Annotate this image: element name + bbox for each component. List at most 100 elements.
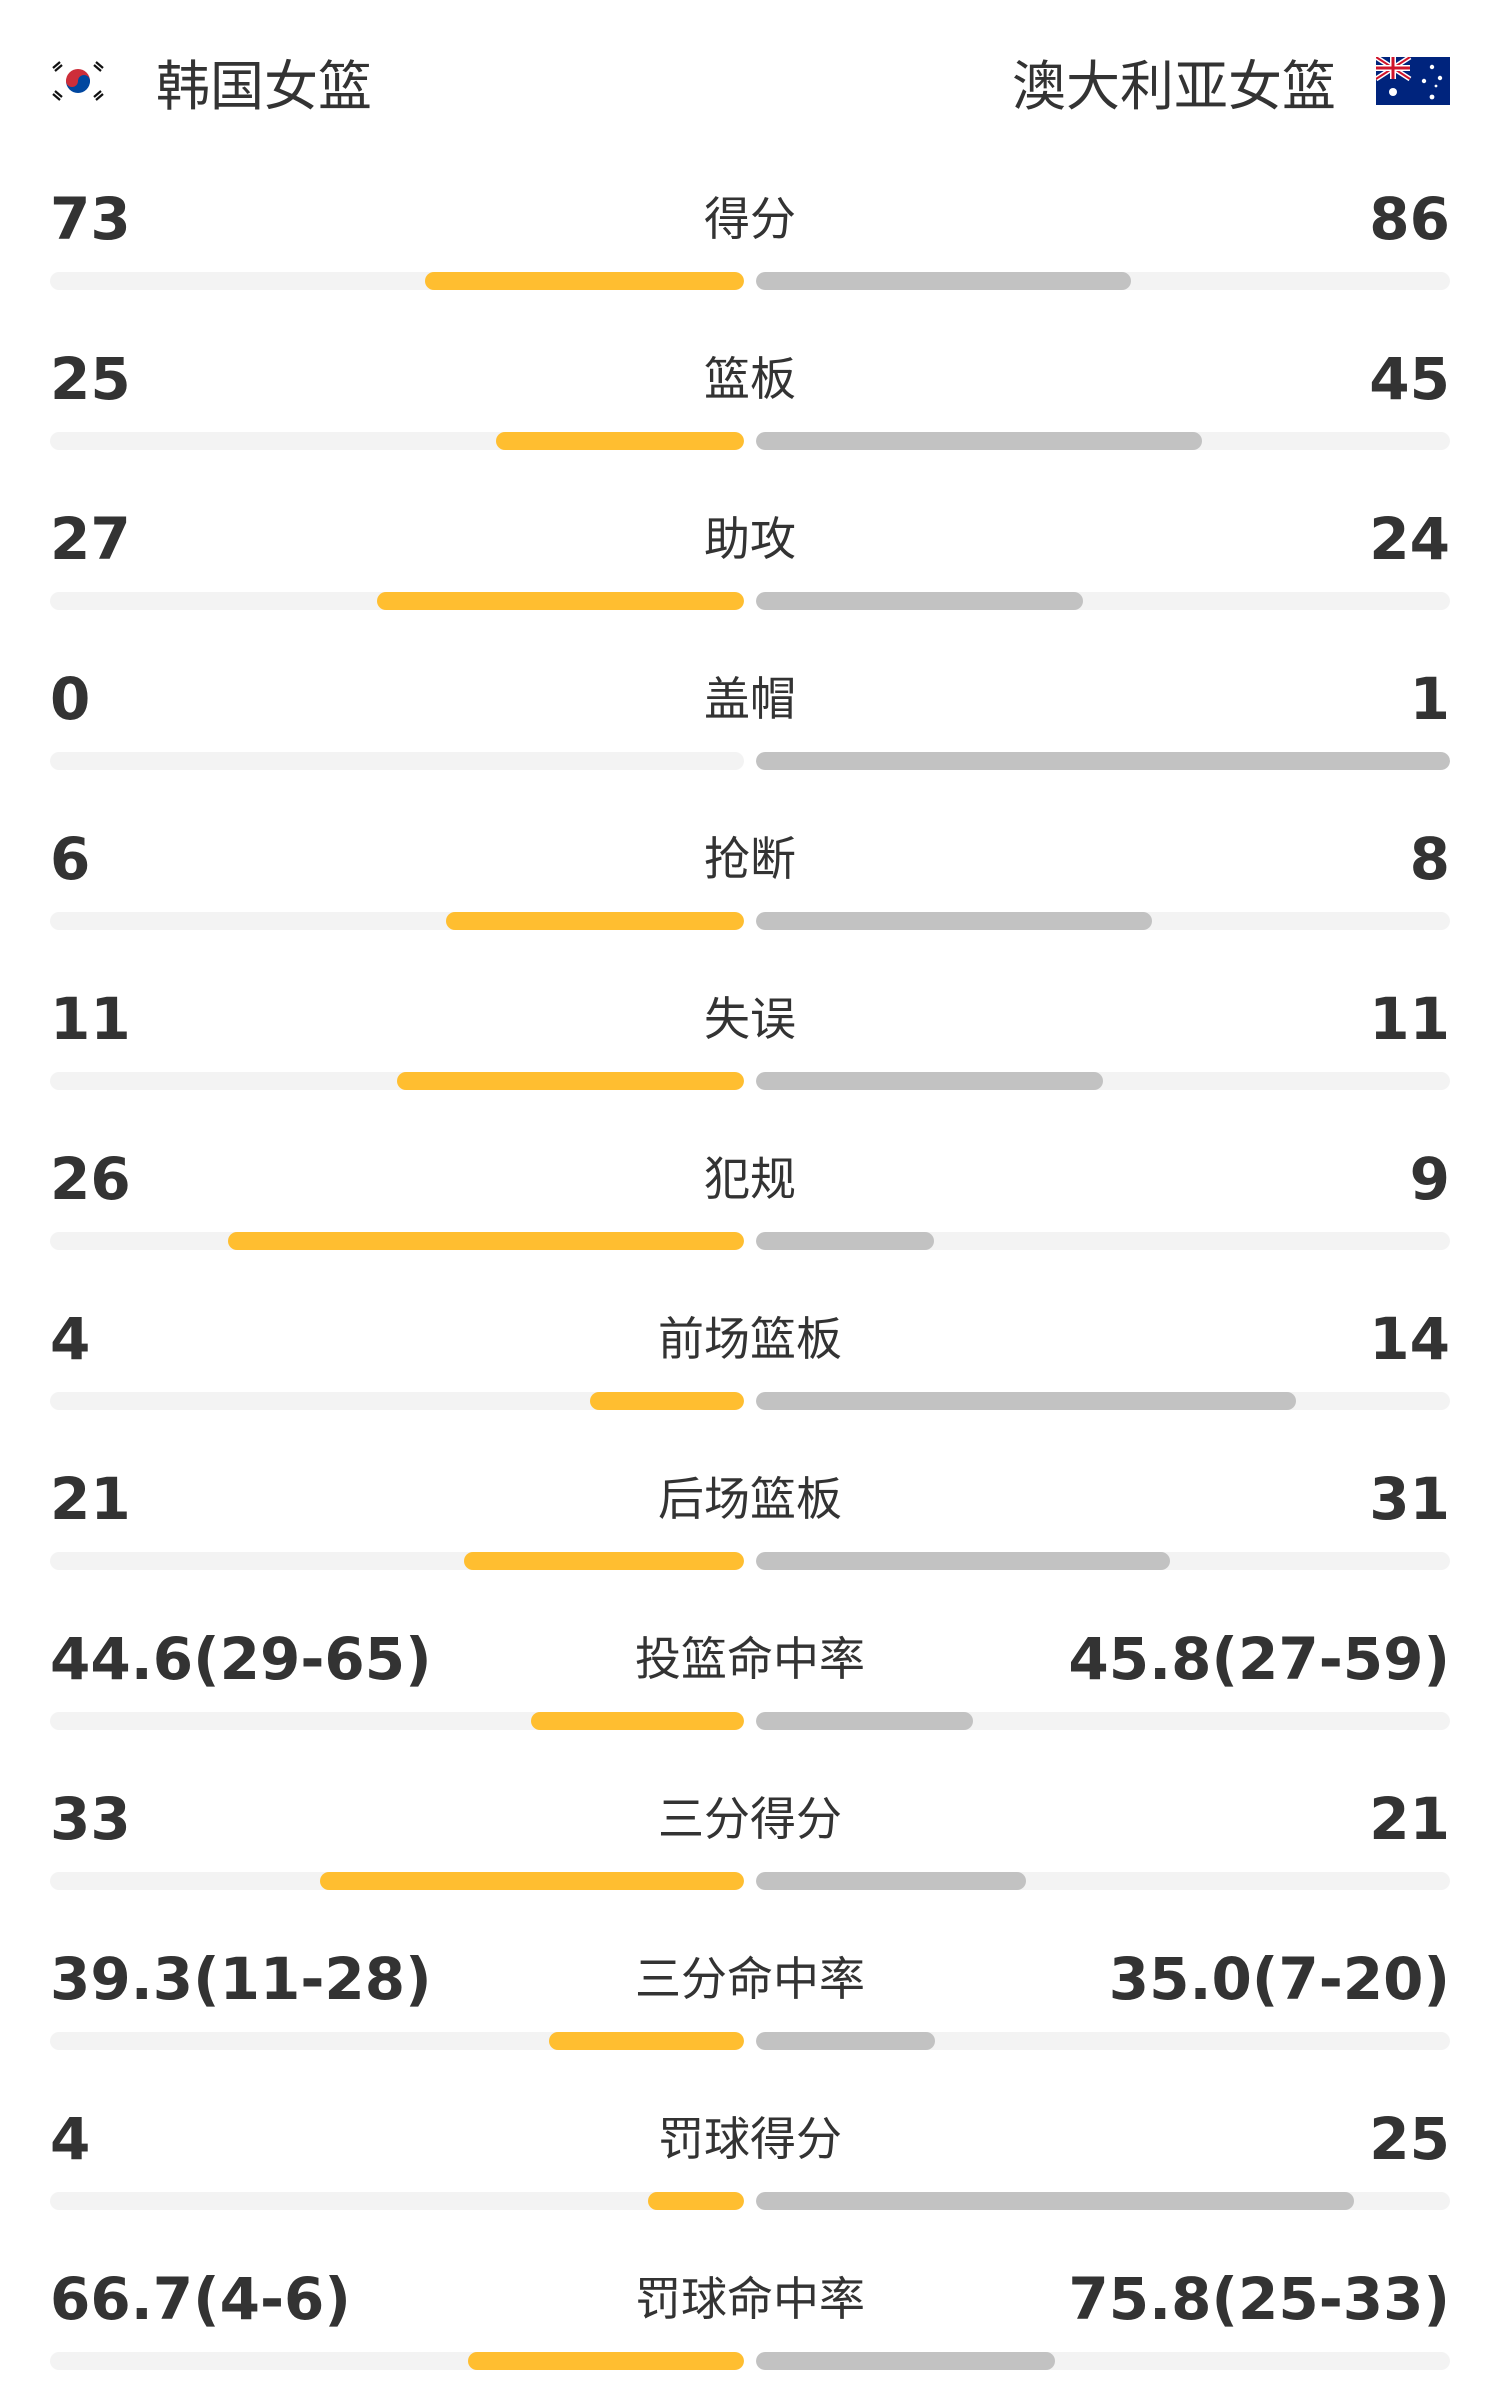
stat-row: 26 犯规 9: [0, 1110, 1500, 1270]
away-stat-value: 24: [1369, 505, 1450, 573]
stat-label: 罚球命中率: [635, 2272, 865, 2326]
home-stat-bar: [446, 912, 744, 930]
stat-row: 6 抢断 8: [0, 790, 1500, 950]
away-stat-bar: [756, 1712, 974, 1730]
away-stat-value: 21: [1369, 1785, 1450, 1853]
home-stat-track: [50, 2352, 744, 2370]
home-stat-track: [50, 912, 744, 930]
home-stat-value: 21: [50, 1465, 131, 1533]
stat-row: 33 三分得分 21: [0, 1750, 1500, 1910]
stat-row: 0 盖帽 1: [0, 630, 1500, 790]
home-stat-track: [50, 1392, 744, 1410]
away-stat-value: 9: [1409, 1145, 1450, 1213]
home-team: 韩国女篮: [50, 36, 372, 126]
home-stat-value: 44.6(29-65): [50, 1625, 432, 1693]
home-stat-bar: [376, 592, 744, 610]
away-team-name: 澳大利亚女篮: [1012, 54, 1336, 118]
away-stat-track: [756, 1072, 1450, 1090]
australia-flag-icon: [1376, 57, 1450, 105]
home-stat-value: 4: [50, 2105, 91, 2173]
stat-row: 4 罚球得分 25: [0, 2070, 1500, 2230]
home-stat-track: [50, 752, 744, 770]
away-stat-track: [756, 272, 1450, 290]
home-stat-track: [50, 272, 744, 290]
stat-label: 抢断: [704, 832, 796, 886]
stat-label: 三分得分: [658, 1792, 842, 1846]
away-stat-bar: [756, 1552, 1170, 1570]
stat-label: 失误: [704, 992, 796, 1046]
home-stat-track: [50, 1712, 744, 1730]
stat-label: 得分: [704, 192, 796, 246]
teams-header: 韩国女篮 澳大利亚女篮: [0, 0, 1500, 150]
home-stat-track: [50, 592, 744, 610]
stat-label: 后场篮板: [658, 1472, 842, 1526]
home-stat-bar: [496, 432, 744, 450]
home-stat-bar: [549, 2032, 744, 2050]
away-stat-value: 75.8(25-33): [1068, 2265, 1450, 2333]
stat-label: 盖帽: [704, 672, 796, 726]
away-stat-value: 35.0(7-20): [1108, 1945, 1450, 2013]
stat-row: 66.7(4-6) 罚球命中率 75.8(25-33): [0, 2230, 1500, 2390]
away-stat-value: 45: [1369, 345, 1450, 413]
away-stat-bar: [756, 912, 1153, 930]
home-stat-track: [50, 2192, 744, 2210]
home-stat-track: [50, 2032, 744, 2050]
away-stat-track: [756, 1392, 1450, 1410]
home-stat-track: [50, 432, 744, 450]
stat-label: 助攻: [704, 512, 796, 566]
home-stat-bar: [397, 1072, 744, 1090]
home-stat-value: 66.7(4-6): [50, 2265, 351, 2333]
home-stat-bar: [467, 2352, 744, 2370]
stats-list: 73 得分 86 25 篮板 45 27 助攻 24 0 盖帽 1 6 抢断 8 11 失误 11 26 犯规 9 4 前场…: [0, 150, 1500, 2390]
home-stat-track: [50, 1872, 744, 1890]
home-stat-track: [50, 1552, 744, 1570]
away-stat-track: [756, 752, 1450, 770]
home-stat-track: [50, 1232, 744, 1250]
away-stat-value: 45.8(27-59): [1068, 1625, 1450, 1693]
home-stat-value: 6: [50, 825, 91, 893]
away-stat-track: [756, 2192, 1450, 2210]
away-stat-bar: [756, 1072, 1103, 1090]
away-stat-bar: [756, 2352, 1056, 2370]
away-stat-bar: [756, 752, 1450, 770]
home-stat-bar: [425, 272, 744, 290]
away-stat-bar: [756, 2192, 1355, 2210]
away-stat-track: [756, 912, 1450, 930]
away-stat-value: 86: [1369, 185, 1450, 253]
away-stat-track: [756, 2352, 1450, 2370]
home-stat-bar: [589, 1392, 744, 1410]
away-stat-bar: [756, 592, 1083, 610]
home-stat-value: 26: [50, 1145, 131, 1213]
stat-label: 篮板: [704, 352, 796, 406]
away-stat-value: 25: [1369, 2105, 1450, 2173]
home-stat-bar: [319, 1872, 744, 1890]
stat-row: 73 得分 86: [0, 150, 1500, 310]
away-stat-track: [756, 592, 1450, 610]
stat-row: 11 失误 11: [0, 950, 1500, 1110]
away-team: 澳大利亚女篮: [1012, 36, 1450, 126]
home-stat-value: 0: [50, 665, 91, 733]
home-stat-bar: [530, 1712, 744, 1730]
home-stat-value: 33: [50, 1785, 131, 1853]
stat-label: 三分命中率: [635, 1952, 865, 2006]
home-stat-bar: [463, 1552, 744, 1570]
home-stat-value: 25: [50, 345, 131, 413]
stat-row: 25 篮板 45: [0, 310, 1500, 470]
stat-label: 投篮命中率: [635, 1632, 865, 1686]
stat-row: 39.3(11-28) 三分命中率 35.0(7-20): [0, 1910, 1500, 2070]
stat-label: 罚球得分: [658, 2112, 842, 2166]
away-stat-value: 31: [1369, 1465, 1450, 1533]
away-stat-track: [756, 432, 1450, 450]
stat-label: 犯规: [704, 1152, 796, 1206]
home-stat-value: 27: [50, 505, 131, 573]
away-stat-track: [756, 1712, 1450, 1730]
stat-label: 前场篮板: [658, 1312, 842, 1366]
home-team-name: 韩国女篮: [156, 54, 372, 118]
away-stat-bar: [756, 1392, 1296, 1410]
away-stat-track: [756, 1872, 1450, 1890]
home-stat-track: [50, 1072, 744, 1090]
home-stat-value: 39.3(11-28): [50, 1945, 432, 2013]
stat-row: 4 前场篮板 14: [0, 1270, 1500, 1430]
away-stat-value: 8: [1409, 825, 1450, 893]
